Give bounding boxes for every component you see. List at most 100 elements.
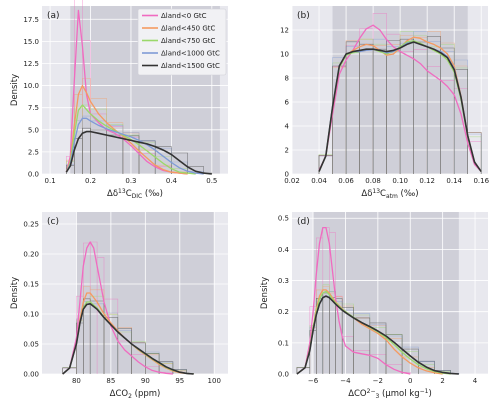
- x-label-part: 2: [128, 393, 132, 400]
- x-tick-label: 0.3: [125, 177, 136, 185]
- legend-label-3: Δland<1000 GtC: [161, 50, 220, 58]
- x-tick-label: 0.08: [365, 177, 381, 185]
- x-tick-label: 0.5: [206, 177, 217, 185]
- x-tick-label: 95: [175, 377, 184, 385]
- y-tick-label: 12: [280, 27, 289, 35]
- x-label-part: atm: [386, 193, 398, 200]
- x-tick-label: 2: [440, 377, 444, 385]
- y-tick-label: 0.3: [278, 277, 289, 285]
- y-tick-label: 2: [285, 147, 289, 155]
- y-tick-label: 5.0: [28, 126, 39, 134]
- x-tick-label: 90: [141, 377, 150, 385]
- legend-label-4: Δland<1500 GtC: [161, 62, 220, 70]
- panel-label: (c): [47, 217, 59, 227]
- x-label-part: Δδ: [361, 189, 372, 199]
- x-label-part: 13: [118, 188, 126, 195]
- panel-1: 0 2 4 6 8 10 12 0.02 0.04 0.06 0.08 0.10 0.12 0.14 0.1…: [280, 6, 490, 200]
- series-line-0: [65, 9, 188, 175]
- panel-label: (a): [47, 11, 60, 21]
- y-tick-label: 10: [280, 51, 289, 59]
- x-axis-label: Δδ13Catm (‰): [361, 188, 418, 200]
- x-tick-label: 4: [473, 377, 478, 385]
- y-tick-label: 6: [285, 99, 290, 107]
- x-tick-label: −4: [340, 377, 351, 385]
- x-label-part: 13: [372, 188, 380, 195]
- y-tick-label: 7.5: [28, 104, 39, 112]
- x-label-part: (μmol kg: [379, 389, 419, 399]
- legend: Δland<0 GtC Δland<450 GtC Δland<750 GtC Δla…: [137, 8, 227, 76]
- legend-label-0: Δland<0 GtC: [161, 12, 207, 20]
- y-tick-label: 0.05: [23, 341, 39, 349]
- y-tick-label: 0.5: [278, 215, 289, 223]
- x-axis-label: ΔCO2−3 (μmol kg−1): [348, 388, 432, 400]
- y-tick-label: 0.2: [278, 308, 289, 316]
- y-tick-label: 12.5: [23, 60, 39, 68]
- x-tick-label: −6: [308, 377, 319, 385]
- x-tick-label: 0.04: [311, 177, 327, 185]
- y-tick-label: 0.10: [23, 311, 39, 319]
- x-tick-label: 0.10: [392, 177, 408, 185]
- y-tick-label: 4: [285, 123, 290, 131]
- series-line-0: [318, 24, 482, 173]
- y-tick-label: 15.0: [23, 38, 39, 46]
- y-tick-label: 8: [285, 75, 289, 83]
- x-label-part: −1: [420, 388, 429, 395]
- y-tick-label: 0.0: [28, 171, 39, 179]
- x-tick-label: 100: [208, 377, 221, 385]
- x-tick-label: 0.16: [473, 177, 489, 185]
- x-label-part: C: [126, 189, 132, 199]
- y-tick-label: 0: [285, 171, 289, 179]
- x-label-part: (‰): [142, 189, 163, 199]
- series-line-1: [65, 84, 188, 175]
- series-line-4: [62, 302, 194, 375]
- y-tick-label: 17.5: [23, 16, 39, 24]
- series-line-0: [296, 226, 411, 375]
- x-tick-label: 0.2: [85, 177, 96, 185]
- y-axis-label: Density: [10, 277, 20, 309]
- panel-3: 0.0 0.1 0.2 0.3 0.4 0.5 −6 −4 −2 0 2 4 (d) Density ΔCO…: [260, 212, 488, 400]
- x-label-part: ): [428, 389, 431, 399]
- x-tick-label: 0: [408, 377, 412, 385]
- y-axis-label: Density: [10, 74, 20, 106]
- panel-label: (b): [297, 11, 310, 21]
- legend-box: [137, 8, 227, 76]
- y-tick-label: 0.25: [23, 221, 39, 229]
- panel-label: (d): [297, 217, 310, 227]
- y-tick-label: 0.4: [278, 246, 290, 254]
- y-tick-label: 0.1: [278, 339, 289, 347]
- y-tick-label: 0.00: [23, 371, 39, 379]
- y-tick-label: 0.0: [278, 371, 289, 379]
- x-tick-label: 0.12: [419, 177, 435, 185]
- x-axis-label: ΔCO2 (ppm): [110, 389, 161, 400]
- x-tick-label: 85: [106, 377, 115, 385]
- x-tick-label: 0.02: [284, 177, 300, 185]
- x-label-part: (‰): [398, 189, 419, 199]
- series-line-4: [65, 130, 212, 175]
- x-label-part: C: [380, 189, 386, 199]
- x-label-part: DIC: [132, 193, 143, 200]
- x-tick-label: 0.1: [45, 177, 56, 185]
- y-axis-label: Density: [260, 277, 270, 309]
- y-tick-label: 0.20: [23, 251, 39, 259]
- y-tick-label: 10.0: [23, 82, 39, 90]
- panel-2: 0.00 0.05 0.10 0.15 0.20 0.25 80 85 90 95 100 (c) De…: [10, 212, 228, 400]
- y-tick-label: 0.15: [23, 281, 39, 289]
- y-tick-label: 2.5: [28, 148, 39, 156]
- x-tick-label: 0.4: [166, 177, 178, 185]
- series-line-0: [62, 241, 173, 375]
- x-axis-label: Δδ13CDIC (‰): [107, 188, 163, 200]
- series-line-4: [296, 295, 459, 375]
- series-line-3: [65, 117, 204, 175]
- x-tick-label: 0.06: [338, 177, 354, 185]
- x-tick-label: −2: [373, 377, 383, 385]
- legend-label-1: Δland<450 GtC: [161, 25, 216, 33]
- x-label-part: 3: [376, 393, 380, 400]
- x-label-part: (ppm): [132, 389, 160, 399]
- x-tick-label: 0.14: [446, 177, 462, 185]
- x-label-part: ΔCO: [110, 389, 129, 399]
- x-label-part: 2−: [367, 388, 376, 395]
- x-label-part: Δδ: [107, 189, 118, 199]
- x-tick-label: 80: [72, 377, 81, 385]
- x-label-part: ΔCO: [348, 389, 367, 399]
